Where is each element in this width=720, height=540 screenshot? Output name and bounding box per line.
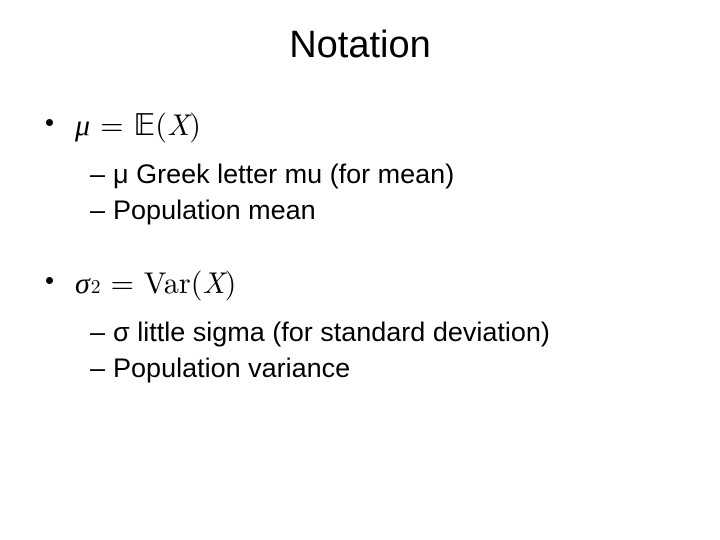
- slide: Notation μ = 𝔼 ( X ) – μ Greek letter mu…: [0, 0, 720, 540]
- equals-sign: =: [111, 259, 134, 302]
- bullet-sigma: σ2 = Var ( X ): [46, 259, 680, 302]
- open-paren: (: [191, 259, 203, 302]
- slide-title: Notation: [40, 24, 680, 67]
- close-paren: ): [189, 101, 201, 144]
- sub-item: – σ little sigma (for standard deviation…: [90, 314, 680, 350]
- dash-icon: –: [90, 350, 105, 386]
- close-paren: ): [225, 259, 237, 302]
- formula-sigma: σ2 = Var ( X ): [75, 259, 236, 302]
- bullet-mu: μ = 𝔼 ( X ): [46, 101, 680, 144]
- sub-text: Population mean: [113, 192, 316, 228]
- sub-text: μ Greek letter mu (for mean): [113, 156, 454, 192]
- bullet-dot-icon: [46, 277, 53, 284]
- sublist-mu: – μ Greek letter mu (for mean) – Populat…: [90, 156, 680, 229]
- equals-sign: =: [100, 101, 123, 144]
- formula-mu: μ = 𝔼 ( X ): [75, 101, 201, 144]
- bullet-dot-icon: [46, 119, 53, 126]
- sub-item: – Population variance: [90, 350, 680, 386]
- variance-operator: Var: [144, 259, 191, 302]
- open-paren: (: [155, 101, 167, 144]
- symbol-mu: μ: [75, 101, 90, 144]
- sublist-sigma: – σ little sigma (for standard deviation…: [90, 314, 680, 387]
- variable-x: X: [202, 259, 224, 302]
- dash-icon: –: [90, 192, 105, 228]
- symbol-sigma: σ: [75, 259, 90, 302]
- sub-item: – Population mean: [90, 192, 680, 228]
- dash-icon: –: [90, 156, 105, 192]
- sub-item: – μ Greek letter mu (for mean): [90, 156, 680, 192]
- variable-x: X: [167, 101, 189, 144]
- sub-text: σ little sigma (for standard deviation): [113, 314, 550, 350]
- expectation-operator: 𝔼: [133, 101, 155, 144]
- dash-icon: –: [90, 314, 105, 350]
- superscript-2: 2: [91, 271, 101, 299]
- sub-text: Population variance: [113, 350, 350, 386]
